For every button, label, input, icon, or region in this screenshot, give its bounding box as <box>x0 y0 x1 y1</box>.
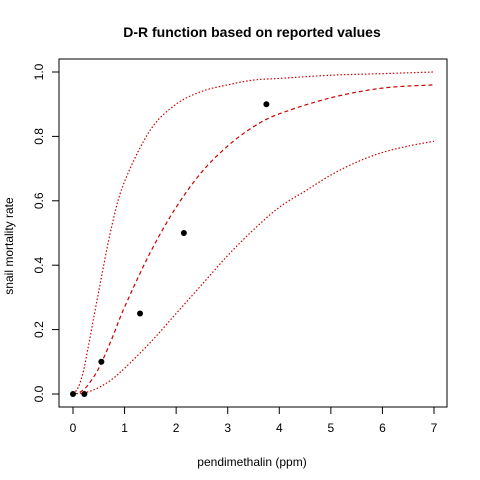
fitted-curves <box>72 71 435 395</box>
data-point <box>263 101 270 108</box>
chart-title: D-R function based on reported values <box>123 24 381 40</box>
data-point <box>81 391 88 397</box>
y-tick-label: 0.4 <box>32 257 46 274</box>
confidence-curve-2 <box>72 140 435 395</box>
data-point <box>98 358 105 365</box>
x-tick-label: 1 <box>121 421 128 435</box>
y-axis-label: snail mortality rate <box>2 197 16 295</box>
y-tick-label: 0.0 <box>32 385 46 402</box>
x-tick-label: 6 <box>379 421 386 435</box>
y-tick-label: 1.0 <box>32 63 46 80</box>
x-tick-label: 4 <box>276 421 283 435</box>
x-tick-label: 5 <box>328 421 335 435</box>
y-axis: 0.0 0.2 0.4 0.6 0.8 1.0 <box>32 63 60 402</box>
x-tick-label: 7 <box>431 421 438 435</box>
data-point <box>70 391 76 397</box>
y-tick-label: 0.8 <box>32 128 46 145</box>
x-tick-label: 2 <box>173 421 180 435</box>
data-point <box>180 230 187 236</box>
y-tick-label: 0.6 <box>32 192 46 209</box>
x-tick-label: 0 <box>70 421 77 435</box>
x-axis: 0 1 2 3 4 5 6 7 <box>70 406 438 435</box>
plot-frame <box>58 58 448 408</box>
y-tick-label: 0.2 <box>32 321 46 338</box>
x-tick-label: 3 <box>224 421 231 435</box>
data-points <box>70 101 270 397</box>
data-point <box>137 310 144 317</box>
fit-curve-0 <box>72 84 435 395</box>
x-axis-label: pendimethalin (ppm) <box>197 455 306 469</box>
confidence-curve-1 <box>72 71 435 395</box>
